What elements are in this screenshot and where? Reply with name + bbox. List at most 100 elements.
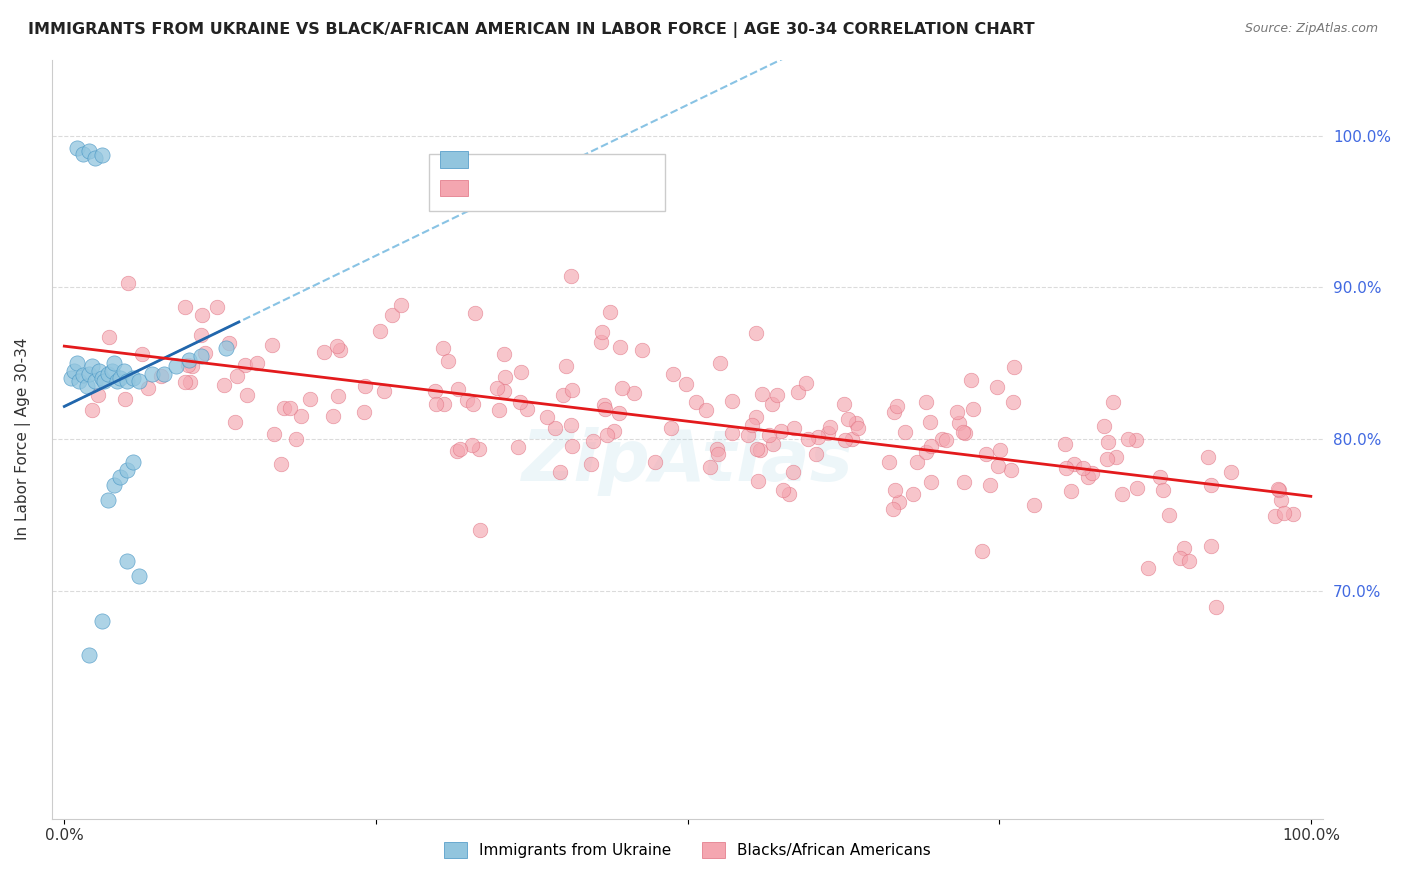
Blacks/African Americans [745,410,768,425]
Blacks/African Americans [425,397,447,411]
Immigrants from Ukraine [84,151,107,165]
Immigrants from Ukraine [90,148,112,162]
Blacks/African Americans [959,373,981,387]
Blacks/African Americans [136,381,159,395]
Blacks/African Americans [322,409,344,424]
Blacks/African Americans [433,396,456,410]
Blacks/African Americans [389,298,412,312]
Immigrants from Ukraine [190,349,212,363]
Blacks/African Americans [485,381,508,395]
Blacks/African Americans [263,427,285,442]
Blacks/African Americans [1071,461,1094,475]
Blacks/African Americans [778,487,800,501]
Blacks/African Americans [986,380,1008,394]
Blacks/African Americans [353,405,375,419]
Blacks/African Americans [190,327,212,342]
Immigrants from Ukraine [93,375,115,389]
Blacks/African Americans [659,421,682,435]
Text: 0.151: 0.151 [526,153,571,167]
Immigrants from Ukraine [84,375,107,389]
Blacks/African Americans [467,442,489,456]
Blacks/African Americans [952,425,974,440]
Blacks/African Americans [290,409,312,424]
Blacks/African Americans [370,324,392,338]
Immigrants from Ukraine [80,359,103,374]
Blacks/African Americans [1199,539,1222,553]
Text: ZipAtlas: ZipAtlas [522,427,853,497]
Blacks/African Americans [953,475,976,490]
Blacks/African Americans [1281,507,1303,521]
Blacks/African Americans [536,409,558,424]
Blacks/African Americans [1267,482,1289,496]
Blacks/African Americans [1168,551,1191,566]
Blacks/African Americans [1272,506,1295,520]
Blacks/African Americans [887,495,910,509]
Blacks/African Americans [783,421,806,435]
Blacks/African Americans [446,443,468,458]
Blacks/African Americans [543,421,565,435]
Blacks/African Americans [737,427,759,442]
Immigrants from Ukraine [115,375,138,389]
Blacks/African Americans [553,388,575,402]
Immigrants from Ukraine [100,364,122,378]
Blacks/African Americans [610,381,633,395]
Blacks/African Americans [920,415,942,429]
Blacks/African Americans [817,425,839,440]
Text: N =: N = [586,181,617,194]
Blacks/African Americans [786,385,808,400]
Immigrants from Ukraine [141,367,163,381]
Immigrants from Ukraine [153,367,176,381]
Blacks/African Americans [329,343,352,358]
Blacks/African Americans [461,438,484,452]
Blacks/African Americans [226,369,249,384]
Blacks/African Americans [510,365,533,379]
Blacks/African Americans [492,347,515,361]
Blacks/African Americans [745,442,768,457]
Blacks/African Americans [373,384,395,399]
Blacks/African Americans [758,428,780,442]
Blacks/African Americans [468,523,491,537]
Blacks/African Americans [1002,359,1025,374]
Blacks/African Americans [877,455,900,469]
FancyBboxPatch shape [440,179,468,196]
Blacks/African Americans [1001,395,1024,409]
Blacks/African Americans [579,457,602,471]
Blacks/African Americans [820,420,842,434]
Blacks/African Americans [1159,508,1181,523]
Blacks/African Americans [747,474,769,488]
Blacks/African Americans [946,404,969,418]
Blacks/African Americans [631,343,654,358]
Blacks/African Americans [882,501,904,516]
Blacks/African Americans [1149,470,1171,484]
Blacks/African Americans [548,466,571,480]
Blacks/African Americans [962,402,984,417]
Blacks/African Americans [560,268,582,283]
Blacks/African Americans [273,401,295,416]
Blacks/African Americans [914,445,936,459]
Blacks/African Americans [1199,478,1222,492]
Blacks/African Americans [278,401,301,416]
Blacks/African Americans [432,341,454,355]
Blacks/African Americans [915,394,938,409]
Blacks/African Americans [699,460,721,475]
Blacks/African Americans [1152,483,1174,497]
Blacks/African Americans [425,384,447,399]
Blacks/African Americans [766,388,789,402]
Blacks/African Americans [560,417,582,432]
Immigrants from Ukraine [97,492,120,507]
Blacks/African Americans [1022,498,1045,512]
Blacks/African Americans [988,443,1011,458]
Blacks/African Americans [745,326,768,340]
Blacks/African Americans [456,393,478,408]
Legend: Immigrants from Ukraine, Blacks/African Americans: Immigrants from Ukraine, Blacks/African … [439,836,936,864]
Blacks/African Americans [516,401,538,416]
Blacks/African Americans [834,433,856,447]
Blacks/African Americans [582,434,605,448]
Immigrants from Ukraine [77,367,100,381]
Blacks/African Americans [1205,600,1227,615]
Blacks/African Americans [920,475,942,490]
Immigrants from Ukraine [103,477,125,491]
Blacks/African Americans [325,339,347,353]
Immigrants from Ukraine [66,356,89,370]
Immigrants from Ukraine [66,141,89,155]
